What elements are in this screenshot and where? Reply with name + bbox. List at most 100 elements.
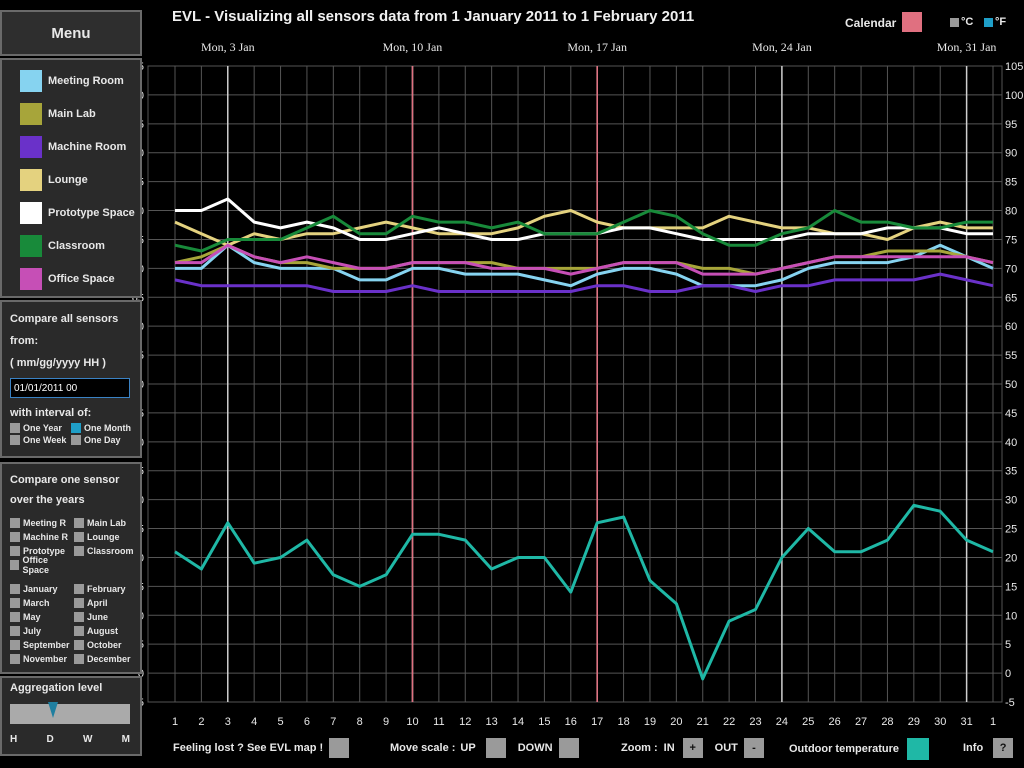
x-tick-label: 23 bbox=[749, 716, 761, 728]
checkbox-machine-r[interactable]: Machine R bbox=[10, 530, 74, 544]
page-title: EVL - Visualizing all sensors data from … bbox=[172, 8, 695, 25]
map-label: Feeling lost ? See EVL map ! bbox=[173, 742, 324, 754]
room-item-prototype-space[interactable]: Prototype Space bbox=[20, 196, 140, 229]
room-label: Meeting Room bbox=[48, 74, 124, 87]
series-line-outdoor-temperature bbox=[174, 503, 994, 681]
checkbox-february[interactable]: February bbox=[74, 582, 138, 596]
y-tick-label-right: 0 bbox=[1005, 668, 1011, 680]
checkbox-box bbox=[10, 435, 20, 445]
x-tick-label: 21 bbox=[697, 716, 709, 728]
y-tick-label-right: 55 bbox=[1005, 350, 1017, 362]
checkbox-label: Classroom bbox=[87, 546, 134, 556]
date-format-hint: ( mm/gg/yyyy HH ) bbox=[10, 357, 106, 369]
menu-header: Menu bbox=[0, 10, 142, 56]
x-tick-label: 24 bbox=[776, 716, 788, 728]
interval-option-one-month[interactable]: One Month bbox=[71, 423, 132, 433]
interval-row: One Week One Day bbox=[10, 434, 132, 446]
zoom-group: Zoom : IN + OUT - bbox=[621, 738, 764, 758]
checkbox-label: June bbox=[87, 612, 109, 622]
checkbox-box bbox=[10, 423, 20, 433]
room-item-main-lab[interactable]: Main Lab bbox=[20, 97, 140, 130]
compare-all-title: Compare all sensors bbox=[10, 313, 119, 325]
room-label: Machine Room bbox=[48, 140, 127, 153]
checkbox-january[interactable]: January bbox=[10, 582, 74, 596]
checkbox-october[interactable]: October bbox=[74, 638, 138, 652]
interval-option-one-day[interactable]: One Day bbox=[71, 435, 132, 445]
checkbox-march[interactable]: March bbox=[10, 596, 74, 610]
checkbox-label: August bbox=[87, 626, 118, 636]
checkbox-box bbox=[71, 423, 81, 433]
interval-option-one-week[interactable]: One Week bbox=[10, 435, 71, 445]
checkbox-june[interactable]: June bbox=[74, 610, 138, 624]
checkbox-box bbox=[10, 546, 20, 556]
checkbox-label: Main Lab bbox=[87, 518, 127, 528]
zoom-label: Zoom : bbox=[621, 742, 658, 754]
checkbox-classroom[interactable]: Classroom bbox=[74, 544, 138, 558]
scale-down-button[interactable] bbox=[558, 738, 579, 758]
checkbox-december[interactable]: December bbox=[74, 652, 138, 666]
compare-all-panel: Compare all sensors from: ( mm/gg/yyyy H… bbox=[0, 300, 142, 458]
checkbox-main-lab[interactable]: Main Lab bbox=[74, 516, 138, 530]
y-tick-label-right: 20 bbox=[1005, 552, 1017, 564]
checkbox-label: May bbox=[23, 612, 41, 622]
checkbox-label: One Day bbox=[84, 435, 121, 445]
room-item-machine-room[interactable]: Machine Room bbox=[20, 130, 140, 163]
checkbox-lounge[interactable]: Lounge bbox=[74, 530, 138, 544]
x-tick-label: 15 bbox=[538, 716, 550, 728]
y-tick-label-right: 90 bbox=[1005, 148, 1017, 160]
checkbox-november[interactable]: November bbox=[10, 652, 74, 666]
checkbox-label: Lounge bbox=[87, 532, 120, 542]
map-button[interactable] bbox=[329, 738, 350, 758]
outdoor-toggle[interactable] bbox=[907, 738, 930, 760]
room-item-lounge[interactable]: Lounge bbox=[20, 163, 140, 196]
room-label: Office Space bbox=[48, 272, 115, 285]
checkbox-april[interactable]: April bbox=[74, 596, 138, 610]
checkbox-september[interactable]: September bbox=[10, 638, 74, 652]
week-label: Mon, 24 Jan bbox=[752, 40, 812, 54]
month-options: January February March April May June July Augu… bbox=[10, 582, 138, 666]
x-tick-label: 12 bbox=[459, 716, 471, 728]
checkbox-label: July bbox=[23, 626, 42, 636]
up-label: UP bbox=[460, 742, 476, 754]
room-label: Main Lab bbox=[48, 107, 96, 120]
unit-celsius-toggle[interactable]: °C bbox=[950, 16, 973, 28]
compare-one-panel: Compare one sensor over the years Meetin… bbox=[0, 462, 142, 674]
week-label: Mon, 31 Jan bbox=[937, 40, 997, 54]
room-item-meeting-room[interactable]: Meeting Room bbox=[20, 64, 140, 97]
room-swatch bbox=[20, 201, 42, 224]
interval-label: with interval of: bbox=[10, 407, 92, 419]
checkbox-box bbox=[10, 518, 20, 528]
y-tick-label-right: 35 bbox=[1005, 466, 1017, 478]
zoom-in-button[interactable]: + bbox=[682, 738, 703, 758]
checkbox-august[interactable]: August bbox=[74, 624, 138, 638]
aggregation-slider[interactable] bbox=[10, 702, 130, 724]
checkbox-meeting-r[interactable]: Meeting R bbox=[10, 516, 74, 530]
room-item-classroom[interactable]: Classroom bbox=[20, 229, 140, 262]
date-input[interactable] bbox=[10, 378, 130, 398]
aggregation-slider-handle[interactable] bbox=[48, 702, 58, 718]
checkbox-prototype[interactable]: Prototype bbox=[10, 544, 74, 558]
unit-fahrenheit-toggle[interactable]: °F bbox=[984, 16, 1006, 28]
calendar-toggle[interactable] bbox=[902, 12, 922, 32]
x-tick-label: 1 bbox=[172, 716, 178, 728]
room-item-office-space[interactable]: Office Space bbox=[20, 262, 140, 295]
zoom-out-button[interactable]: - bbox=[743, 738, 764, 758]
x-tick-label: 2 bbox=[198, 716, 204, 728]
y-tick-label-right: 10 bbox=[1005, 610, 1017, 622]
week-label: Mon, 3 Jan bbox=[201, 40, 255, 54]
checkbox-may[interactable]: May bbox=[10, 610, 74, 624]
scale-up-button[interactable] bbox=[485, 738, 506, 758]
x-tick-label: 18 bbox=[617, 716, 629, 728]
outdoor-group: Outdoor temperature bbox=[789, 738, 930, 760]
series-line-classroom bbox=[174, 209, 993, 253]
interval-option-one-year[interactable]: One Year bbox=[10, 423, 71, 433]
checkbox-box bbox=[74, 532, 84, 542]
y-tick-label-right: 15 bbox=[1005, 581, 1017, 593]
checkbox-july[interactable]: July bbox=[10, 624, 74, 638]
menu-title: Menu bbox=[51, 24, 91, 42]
info-button[interactable]: ? bbox=[993, 738, 1014, 758]
y-tick-label-right: 80 bbox=[1005, 206, 1017, 218]
x-tick-label: 19 bbox=[644, 716, 656, 728]
checkbox-office-space[interactable]: Office Space bbox=[10, 555, 74, 575]
checkbox-box bbox=[74, 584, 84, 594]
